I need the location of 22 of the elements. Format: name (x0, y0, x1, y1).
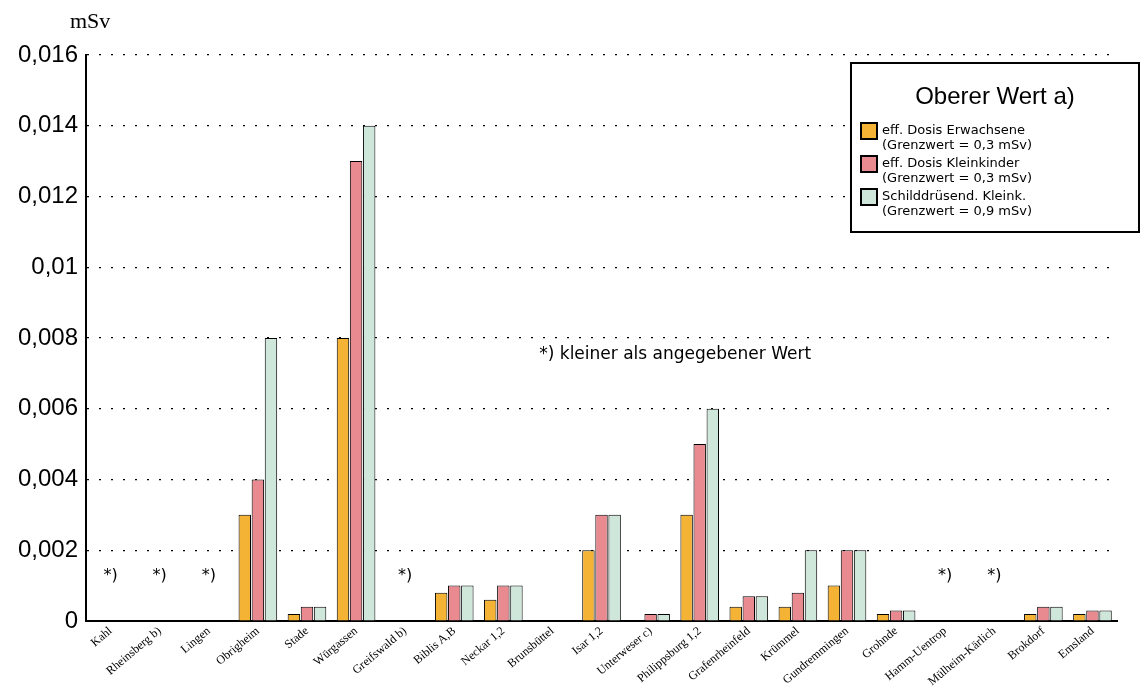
annotation: *) (987, 564, 1002, 584)
y-tick-label: 0,006 (18, 393, 79, 421)
annotation: *) (398, 564, 413, 584)
legend-title: Oberer Wert a) (914, 82, 1076, 110)
y-tick-label: 0,01 (31, 251, 79, 279)
y-axis-title: mSv (70, 8, 111, 34)
y-tick-label: 0 (64, 605, 79, 633)
y-tick-label: 0,002 (18, 534, 79, 562)
annotation: *) (152, 564, 167, 584)
x-tick-label: Stade (281, 623, 311, 652)
y-tick-label: 0,014 (18, 110, 79, 138)
legend-label: eff. Dosis Kleinkinder (Grenzwert = 0,3 mSv) (882, 155, 1032, 185)
legend-label: eff. Dosis Erwachsene (Grenzwert = 0,3 mSv) (882, 122, 1032, 152)
y-tick-label: 0,012 (18, 181, 79, 209)
legend-label: Schilddrüsend. Kleink. (Grenzwert = 0,9 mSv) (882, 188, 1032, 218)
y-tick-label: 0,004 (18, 464, 79, 492)
annotation: *) kleiner als angegebener Wert (539, 343, 812, 364)
annotation: *) (103, 564, 118, 584)
annotation: *) (938, 564, 953, 584)
y-tick-label: 0,016 (18, 39, 79, 67)
annotation: *) (201, 564, 216, 584)
y-tick-label: 0,008 (18, 322, 79, 350)
